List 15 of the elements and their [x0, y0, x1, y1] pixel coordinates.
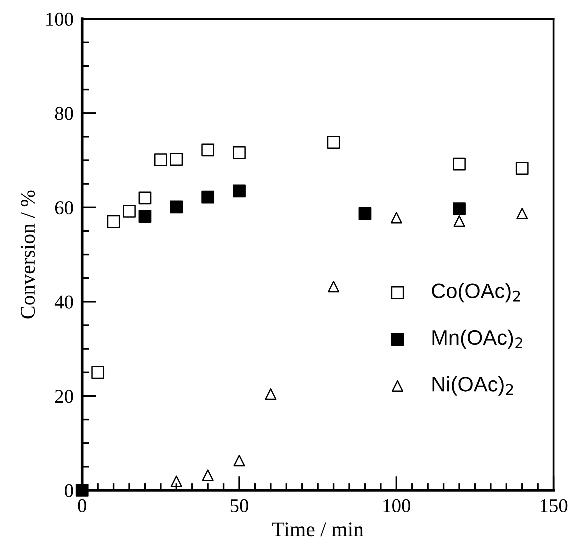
y-tick-label: 100 — [46, 12, 74, 26]
y-tick-label: 0 — [65, 484, 74, 498]
x-tick-label: 100 — [384, 499, 410, 513]
legend-label: Mn(OAc)$_{2}$ — [432, 330, 522, 350]
legend-label: Co(OAc)$_{2}$ — [432, 283, 520, 303]
x-tick-label: 150 — [540, 499, 568, 513]
y-tick-label: 60 — [55, 201, 74, 215]
y-tick-label: 20 — [55, 390, 74, 404]
x-tick-label: 50 — [230, 499, 248, 513]
y-axis-title: Conversion / % — [21, 190, 36, 319]
x-axis-title: Time / min — [272, 522, 364, 537]
x-tick-label: 0 — [78, 499, 86, 513]
legend-label: Ni(OAc)$_{2}$ — [432, 376, 514, 396]
y-tick-label: 40 — [54, 296, 74, 309]
y-tick-label: 80 — [55, 107, 74, 120]
